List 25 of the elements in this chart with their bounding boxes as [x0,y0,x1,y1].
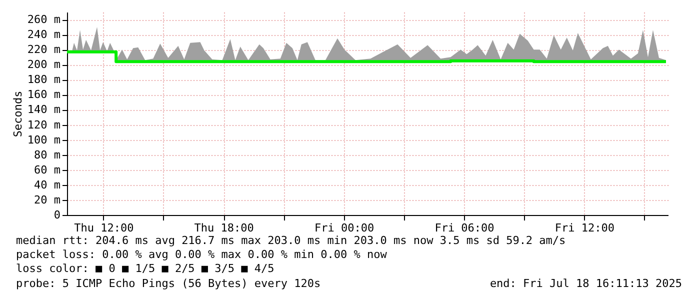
y-axis-title: Seconds [11,90,24,138]
y-tick-label: 20 m [34,193,61,206]
y-tick-label: 160 m [27,88,61,102]
text: loss color: ■ 0 ■ 1/5 ■ 2/5 ■ 3/5 ■ 4/5 [16,262,274,275]
y-tick-label: 260 m [27,13,61,26]
text: packet loss: 0.00 % avg 0.00 % max 0.00 % min 0.00 % now [16,248,388,261]
text: median rtt: 204.6 ms avg 216.7 ms max 203.0 ms min 203.0 ms now 3.5 ms sd 59.2 am/s [16,234,566,247]
x-tick-label: Fri 12:00 [554,222,614,234]
y-tick-label: 120 m [27,118,61,132]
y-tick-label: 180 m [27,73,61,86]
y-tick-label: 100 m [27,133,61,146]
y-tick-label: 80 m [34,148,61,162]
text: end: Fri Jul 18 16:11:13 2025 [490,277,682,290]
y-tick-label: 140 m [27,103,61,116]
x-tick-label: Thu 18:00 [194,222,254,234]
y-tick-label: 0 [54,208,60,222]
x-tick-label: Fri 00:00 [314,222,374,234]
x-tick-label: Fri 06:00 [434,222,494,234]
y-tick-label: 220 m [27,43,61,56]
text: probe: 5 ICMP Echo Pings (56 Bytes) every 120s [16,277,321,290]
x-tick-label: Thu 12:00 [74,222,134,234]
y-tick-label: 60 m [34,163,61,176]
y-tick-label: 200 m [27,58,61,72]
y-tick-label: 40 m [34,178,61,192]
y-tick-label: 240 m [27,28,61,42]
